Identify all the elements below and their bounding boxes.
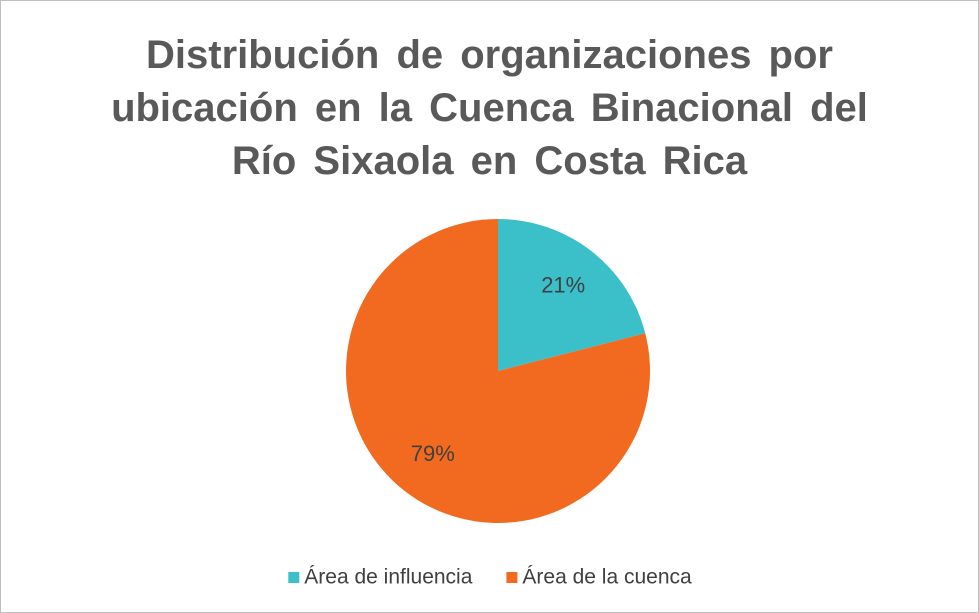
chart-title: Distribución de organizaciones por ubica… [111,33,868,183]
legend-label: Área de influencia [304,566,472,589]
legend-label: Área de la cuenca [522,566,692,589]
legend-marker [288,572,300,583]
legend-marker [506,572,518,583]
data-label: 21% [541,273,585,298]
pie-slice [498,219,646,371]
data-label: 79% [411,441,455,466]
pie-slice [346,219,651,523]
